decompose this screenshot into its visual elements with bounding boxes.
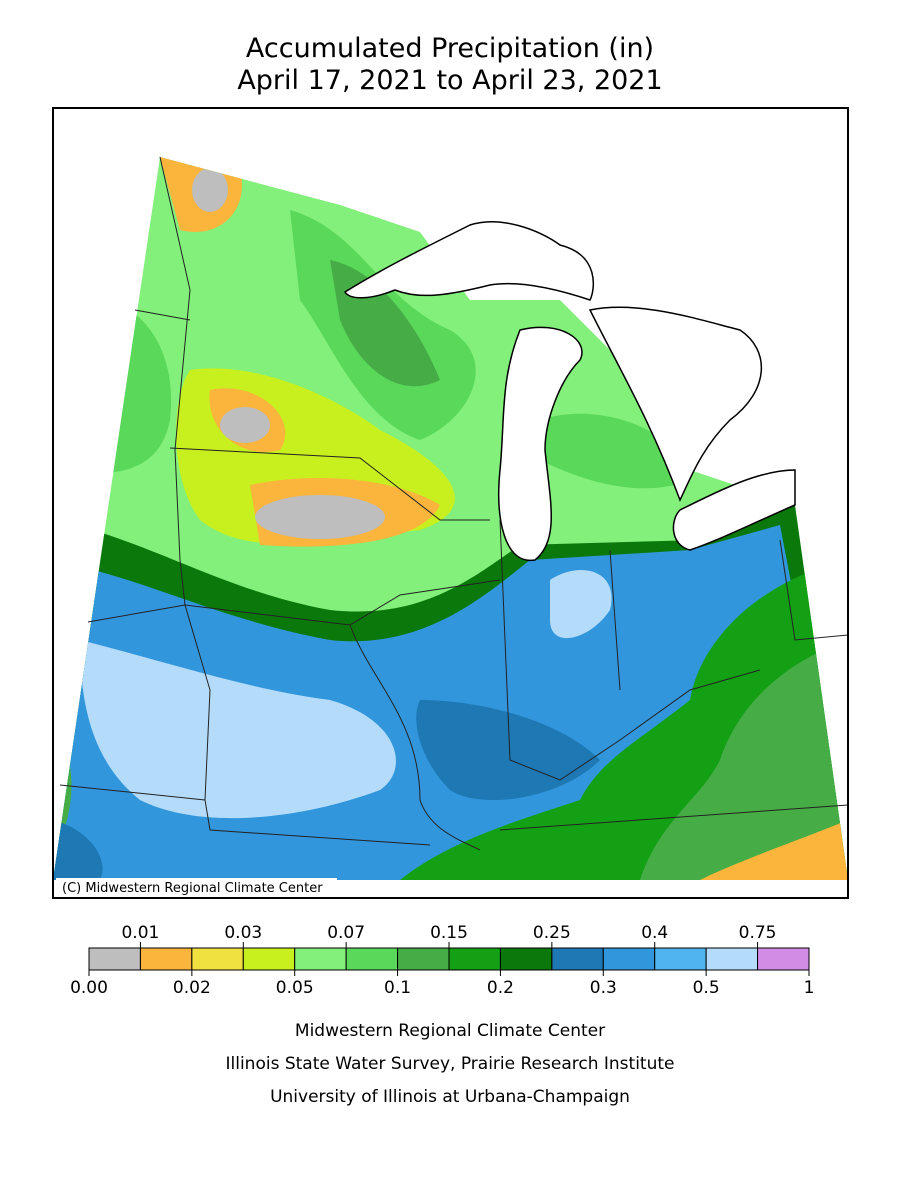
legend: 0.00 0.01 0.02 0.03 0.05 0.07 0.1 0.15 0.2 0.25 0.… xyxy=(70,923,814,998)
legend-label: 0.25 xyxy=(533,923,571,943)
subtitle: April 17, 2021 to April 23, 2021 xyxy=(237,65,662,96)
copyright-box xyxy=(56,878,337,897)
legend-swatch xyxy=(757,947,810,971)
legend-swatch xyxy=(294,947,347,971)
map-frame xyxy=(52,107,849,899)
legend-label: 0.1 xyxy=(384,978,411,998)
legend-label: 0.2 xyxy=(487,978,514,998)
legend-label: 0.02 xyxy=(173,978,211,998)
legend-label: 0.00 xyxy=(70,978,108,998)
credit-line: Midwestern Regional Climate Center xyxy=(295,1021,605,1041)
legend-swatch xyxy=(345,947,399,971)
state-borders xyxy=(59,156,849,851)
credit-line: Illinois State Water Survey, Prairie Res… xyxy=(226,1054,675,1074)
legend-label: 0.03 xyxy=(224,923,262,943)
lakes xyxy=(343,221,796,561)
credit-line: University of Illinois at Urbana-Champai… xyxy=(270,1087,630,1107)
legend-swatch xyxy=(654,947,707,971)
legend-swatch xyxy=(602,947,656,971)
legend-swatch xyxy=(397,947,450,971)
legend-label: 0.5 xyxy=(693,978,720,998)
title: Accumulated Precipitation (in) xyxy=(246,33,654,64)
legend-label: 0.3 xyxy=(590,978,617,998)
legend-swatch xyxy=(242,947,296,971)
map: (C) Midwestern Regional Climate Center xyxy=(52,107,849,899)
legend-label: 0.4 xyxy=(641,923,668,943)
legend-label: 0.15 xyxy=(430,923,468,943)
legend-label: 0.01 xyxy=(121,923,159,943)
legend-swatch xyxy=(139,947,193,971)
legend-label: 0.07 xyxy=(327,923,365,943)
legend-swatch xyxy=(705,947,759,971)
copyright: (C) Midwestern Regional Climate Center xyxy=(62,881,323,896)
legend-label: 1 xyxy=(804,978,815,998)
legend-swatch xyxy=(499,947,553,971)
legend-swatch xyxy=(448,947,501,971)
legend-label: 0.05 xyxy=(276,978,314,998)
legend-swatch xyxy=(191,947,244,971)
legend-swatch xyxy=(551,947,604,971)
legend-label: 0.75 xyxy=(739,923,777,943)
footer: Midwestern Regional Climate Center Illino… xyxy=(226,1021,675,1107)
legend-swatch xyxy=(88,947,141,971)
